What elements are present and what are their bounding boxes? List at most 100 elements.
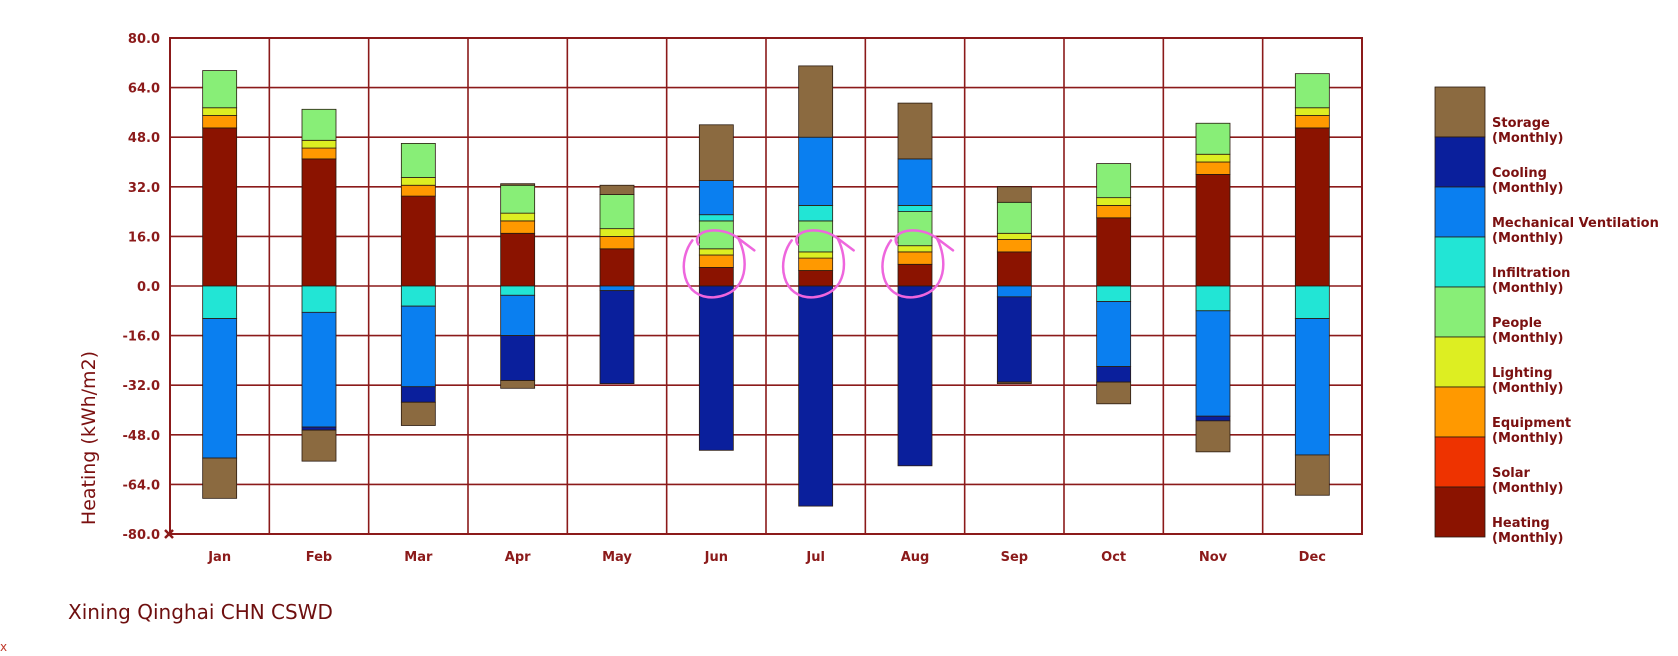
- x-tick-label: Dec: [1299, 550, 1326, 565]
- x-tick-label: Jun: [704, 550, 728, 565]
- x-tick-label: Jul: [805, 550, 825, 565]
- bar-segment: [996, 232, 1032, 240]
- bar-segment: [400, 195, 436, 287]
- bar-segment: [202, 115, 238, 129]
- bar-segment: [1096, 204, 1132, 219]
- origin-marker-icon: [164, 529, 174, 539]
- bar-segment: [400, 285, 436, 307]
- bar-segment: [301, 311, 337, 428]
- bar-segment: [897, 211, 933, 247]
- bar-segment: [1096, 285, 1132, 302]
- bar-segment: [202, 70, 238, 109]
- legend-label: Heating: [1492, 516, 1550, 531]
- bar-segment: [500, 294, 536, 336]
- y-tick-label: -48.0: [123, 429, 160, 444]
- bar-segment: [400, 386, 436, 403]
- chart-bars: [202, 65, 1330, 507]
- legend-sublabel: (Monthly): [1492, 281, 1563, 296]
- bar-segment: [599, 228, 635, 237]
- legend-label: Lighting: [1492, 366, 1553, 381]
- bar-segment: [599, 235, 635, 250]
- legend-swatch: [1434, 86, 1486, 138]
- bar-segment: [798, 257, 834, 271]
- legend-sublabel: (Monthly): [1492, 431, 1563, 446]
- legend-sublabel: (Monthly): [1492, 231, 1563, 246]
- bar-segment: [996, 239, 1032, 253]
- legend-swatch: [1434, 336, 1486, 388]
- bar-segment: [1294, 115, 1330, 129]
- bar-segment: [897, 102, 933, 160]
- legend-swatch: [1434, 486, 1486, 538]
- bar-segment: [798, 220, 834, 253]
- bar-segment: [897, 263, 933, 287]
- bar-segment: [1096, 381, 1132, 405]
- bar-segment: [599, 290, 635, 385]
- corner-mark: x: [0, 640, 8, 654]
- bar-segment: [798, 251, 834, 259]
- bar-segment: [1294, 454, 1330, 496]
- bar-segment: [301, 108, 337, 141]
- bar-segment: [1096, 217, 1132, 287]
- x-tick-label: Oct: [1101, 550, 1126, 565]
- bar-segment: [1195, 415, 1231, 422]
- bar-segment: [897, 245, 933, 253]
- y-tick-label: 16.0: [128, 230, 160, 245]
- bar-segment: [798, 285, 834, 507]
- bar-segment: [500, 380, 536, 389]
- legend-swatch: [1434, 286, 1486, 338]
- bar-segment: [1195, 420, 1231, 453]
- bar-segment: [599, 285, 635, 292]
- bar-segment: [202, 285, 238, 319]
- x-tick-label: Jan: [207, 550, 231, 565]
- bar-segment: [500, 183, 536, 186]
- legend-swatch: [1434, 186, 1486, 238]
- bar-segment: [1096, 301, 1132, 367]
- hand-drawn-circle: [682, 229, 756, 299]
- bar-segment: [1096, 163, 1132, 199]
- bar-segment: [897, 251, 933, 265]
- location-label: Xining Qinghai CHN CSWD: [68, 600, 333, 624]
- bar-segment: [1096, 366, 1132, 383]
- chart-legend: Storage(Monthly)Cooling(Monthly)Mechanic…: [1434, 86, 1659, 546]
- bar-segment: [500, 184, 536, 214]
- x-tick-label: Nov: [1199, 550, 1228, 565]
- bar-segment: [301, 139, 337, 149]
- y-tick-label: -80.0: [123, 528, 160, 543]
- x-tick-label: Apr: [505, 550, 531, 565]
- legend-sublabel: (Monthly): [1492, 531, 1563, 546]
- y-axis-label: Heating (kWh/m2): [78, 351, 100, 525]
- legend-label: Solar: [1492, 466, 1531, 481]
- bar-segment: [301, 429, 337, 462]
- bar-segment: [798, 136, 834, 206]
- legend-sublabel: (Monthly): [1492, 481, 1563, 496]
- bar-segment: [698, 254, 734, 268]
- bar-segment: [400, 142, 436, 178]
- bar-segment: [500, 285, 536, 296]
- bar-segment: [1294, 73, 1330, 109]
- bar-segment: [698, 124, 734, 182]
- y-tick-label: 80.0: [128, 32, 160, 47]
- y-tick-label: -64.0: [123, 478, 160, 493]
- bar-segment: [798, 204, 834, 222]
- bar-segment: [996, 186, 1032, 203]
- bar-segment: [996, 296, 1032, 383]
- chart-annotations: [682, 229, 955, 299]
- legend-label: Mechanical Ventilation: [1492, 216, 1659, 231]
- legend-label: Cooling: [1492, 166, 1547, 181]
- bar-segment: [996, 285, 1032, 298]
- legend-label: Equipment: [1492, 416, 1571, 431]
- x-tick-label: May: [602, 550, 632, 565]
- legend-swatch: [1434, 386, 1486, 438]
- bar-segment: [202, 127, 238, 287]
- bar-segment: [1294, 285, 1330, 319]
- legend-label: Infiltration: [1492, 266, 1570, 281]
- bar-segment: [599, 248, 635, 287]
- bar-segment: [1195, 161, 1231, 175]
- x-tick-label: Mar: [404, 550, 433, 565]
- bar-segment: [301, 426, 337, 431]
- legend-sublabel: (Monthly): [1492, 331, 1563, 346]
- bar-segment: [1294, 107, 1330, 116]
- legend-label: Storage: [1492, 116, 1550, 131]
- bar-segment: [698, 248, 734, 256]
